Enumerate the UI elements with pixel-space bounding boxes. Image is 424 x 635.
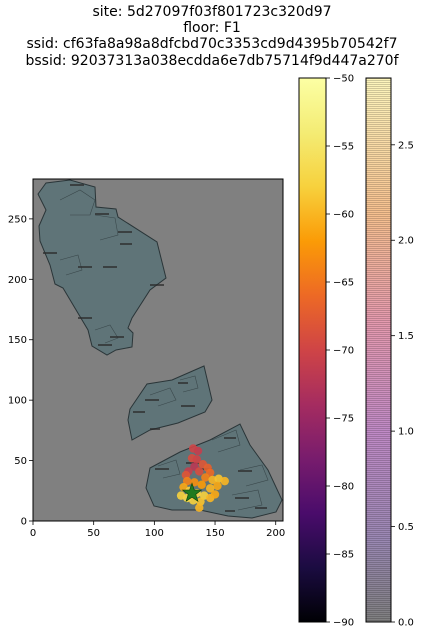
x-tick-label: 0 <box>30 528 36 539</box>
title-floor: floor: F1 <box>183 20 241 37</box>
rssi-point <box>197 480 206 489</box>
density-colorbar: 0.0 0.5 1.0 1.5 2.0 2.5 <box>365 77 414 629</box>
rssi-point <box>195 503 204 512</box>
rssi-point <box>182 476 192 486</box>
density-tick-label: 1.5 <box>398 331 414 342</box>
density-colorbar-stripes <box>366 78 391 622</box>
map-y-axis: 0 50 100 150 200 250 <box>8 214 33 528</box>
title-bssid: bssid: 92037313a038ecdda6e7db75714f9d447… <box>25 52 399 69</box>
waypoint-star-marker <box>181 482 203 503</box>
title-ssid: ssid: cf63fa8a98a8dfcbd70c3353cd9d4395b7… <box>26 36 398 53</box>
rssi-tick-label: −65 <box>333 278 354 289</box>
room-outlines <box>59 189 269 511</box>
rssi-point <box>195 467 204 476</box>
chart-title: site: 5d27097f03f801723c320d97 floor: F1… <box>0 4 424 69</box>
density-tick-label: 2.5 <box>398 140 414 151</box>
rssi-point <box>179 482 188 492</box>
density-colorbar-frame <box>365 77 392 623</box>
rssi-tick-label: −55 <box>333 142 354 153</box>
density-colorbar-ticks: 0.0 0.5 1.0 1.5 2.0 2.5 <box>391 140 414 629</box>
x-tick-label: 100 <box>145 528 164 539</box>
rssi-tick-label: −75 <box>333 414 354 425</box>
density-tick-label: 0.5 <box>398 522 414 533</box>
rssi-tick-label: −70 <box>333 346 354 357</box>
map-frame <box>32 178 284 522</box>
rssi-point <box>176 491 186 500</box>
rssi-point <box>193 446 203 456</box>
x-tick-label: 200 <box>266 528 285 539</box>
rssi-tick-label: −80 <box>333 482 354 493</box>
rssi-tick-label: −60 <box>333 210 354 221</box>
density-tick-label: 2.0 <box>398 236 414 247</box>
building-middle <box>127 365 213 441</box>
x-tick-label: 150 <box>205 528 224 539</box>
rssi-point <box>192 455 202 464</box>
y-tick-label: 150 <box>8 335 27 346</box>
y-tick-label: 100 <box>8 396 27 407</box>
y-tick-label: 0 <box>21 517 27 528</box>
density-tick-label: 0.0 <box>398 618 414 629</box>
title-site: site: 5d27097f03f801723c320d97 <box>92 4 332 20</box>
rssi-point <box>201 473 210 482</box>
rssi-point <box>220 476 229 486</box>
rssi-point <box>210 490 220 499</box>
x-tick-label: 50 <box>87 528 100 539</box>
map-plot: 0 50 100 150 200 0 50 100 150 200 250 <box>0 0 285 539</box>
rssi-tick-label: −85 <box>333 550 354 561</box>
density-blob <box>0 0 58 58</box>
rssi-point <box>213 481 222 491</box>
rssi-colorbar-gradient <box>298 77 327 623</box>
rssi-tick-label: −50 <box>333 74 354 85</box>
density-tick-label: 1.0 <box>398 427 414 438</box>
rssi-point <box>205 484 215 493</box>
building-upper <box>37 179 167 356</box>
rssi-colorbar-ticks: −90 −85 −80 −75 −70 −65 −60 −55 −50 <box>326 74 354 629</box>
floorplan-layer <box>0 0 283 519</box>
map-x-axis: 0 50 100 150 200 <box>30 521 285 539</box>
y-tick-label: 200 <box>8 275 27 286</box>
y-tick-label: 50 <box>14 456 27 467</box>
rssi-colorbar: −90 −85 −80 −75 −70 −65 −60 −55 −50 <box>298 74 354 629</box>
y-tick-label: 250 <box>8 214 27 225</box>
rssi-tick-label: −90 <box>333 618 354 629</box>
